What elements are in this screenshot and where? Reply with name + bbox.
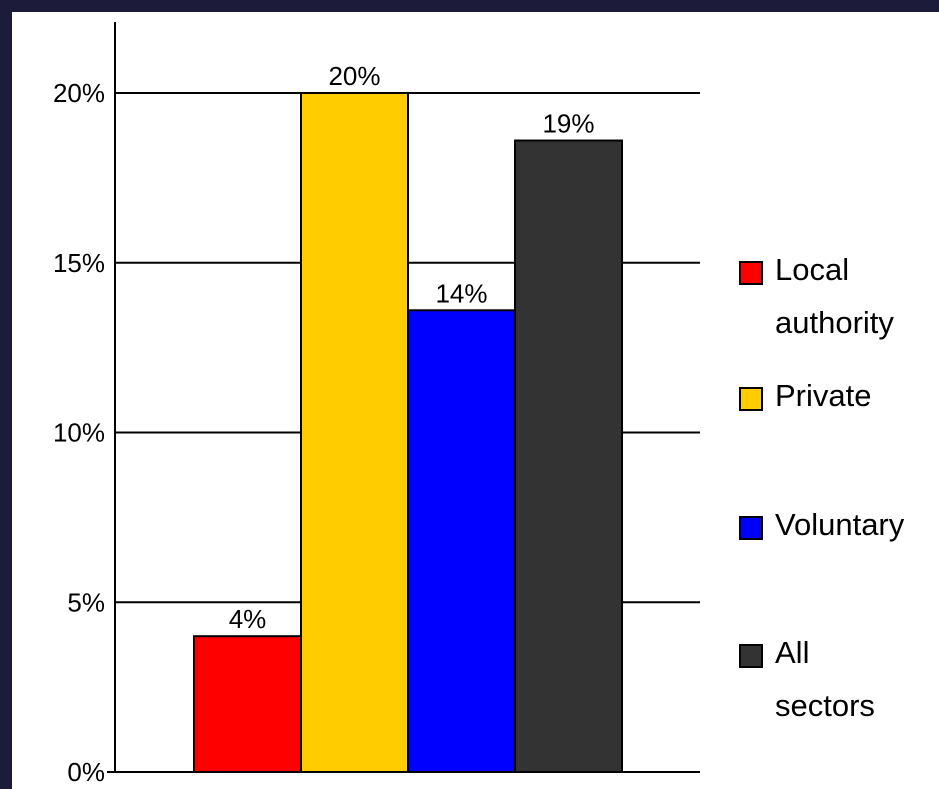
data-label: 20% — [328, 61, 380, 91]
legend-swatch — [739, 644, 763, 668]
legend-label: All — [775, 635, 809, 670]
legend-swatch — [739, 516, 763, 540]
y-tick-label: 15% — [53, 248, 105, 278]
chart-panel: 0% 5% 10% 15% 20% 4% 20% 14% 19% Local authority Pr… — [12, 12, 939, 789]
bar-local-authority — [193, 635, 302, 774]
data-label: 4% — [229, 604, 267, 634]
bar-chart: 0% 5% 10% 15% 20% 4% 20% 14% 19% Local authority Pr… — [53, 22, 905, 787]
legend-swatch — [739, 261, 763, 285]
bar-all-sectors — [514, 139, 623, 773]
legend-label: sectors — [775, 688, 875, 723]
legend-label: Voluntary — [775, 507, 905, 542]
bar-private — [300, 92, 409, 773]
y-tick-label: 5% — [67, 587, 105, 617]
y-tick-label: 10% — [53, 418, 105, 448]
data-label: 14% — [435, 278, 487, 308]
legend-label: Private — [775, 378, 871, 413]
y-tick-label: 0% — [67, 757, 105, 787]
data-label: 19% — [542, 109, 594, 139]
legend-label: authority — [775, 305, 894, 340]
legend-label: Local — [775, 252, 849, 287]
legend-swatch — [739, 387, 763, 411]
y-tick-label: 20% — [53, 78, 105, 108]
bar-voluntary — [407, 309, 516, 773]
